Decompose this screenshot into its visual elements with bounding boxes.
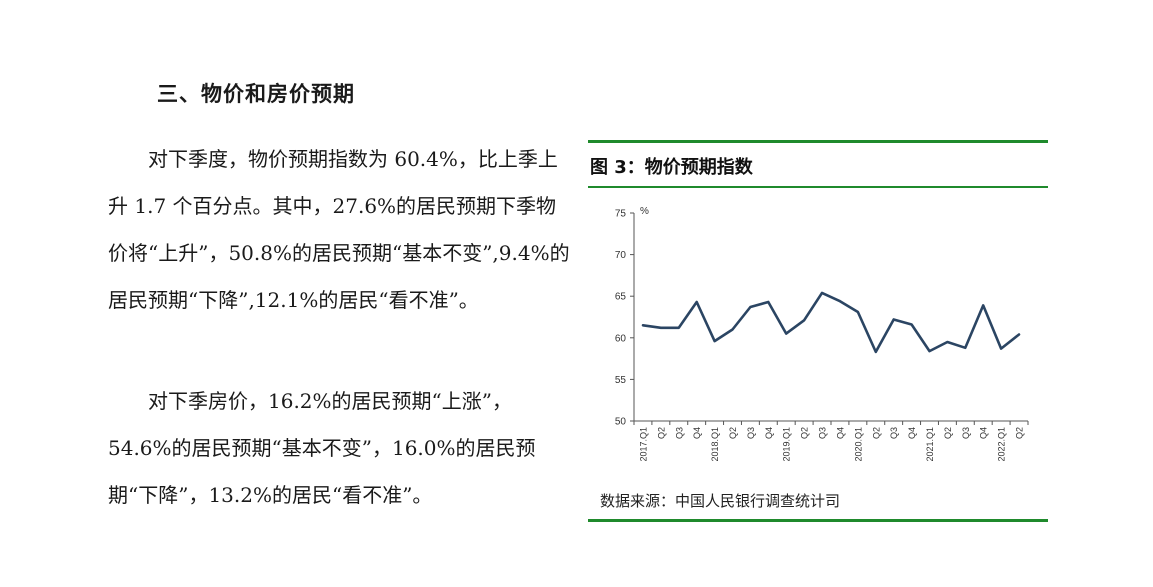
paragraph-text: 对下季度，物价预期指数为 60.4%，比上季上升 1.7 个百分点。其中，27.… (108, 147, 570, 312)
figure-source: 数据来源：中国人民银行调查统计司 (600, 492, 841, 510)
x-tick-label: Q3 (889, 427, 899, 439)
x-tick-label: 2022.Q1 (997, 427, 1007, 462)
x-tick-label: 2021.Q1 (925, 427, 935, 462)
x-tick-label: 2020.Q1 (853, 427, 863, 462)
paragraph-price-expectation: 对下季度，物价预期指数为 60.4%，比上季上升 1.7 个百分点。其中，27.… (108, 136, 570, 324)
x-tick-label: Q4 (764, 427, 774, 439)
x-tick-label: Q2 (800, 427, 810, 439)
x-tick-label: Q2 (943, 427, 953, 439)
x-tick-label: Q4 (692, 427, 702, 439)
paragraph-house-price-expectation: 对下季房价，16.2%的居民预期“上涨”，54.6%的居民预期“基本不变”，16… (108, 378, 570, 519)
figure-price-expectation-index: 图 3：物价预期指数 50 55 60 65 70 75% 2017.Q1 Q2 Q3 Q4 201… (588, 140, 1048, 522)
x-tick-label: Q4 (907, 427, 917, 439)
x-tick-label: 2018.Q1 (710, 427, 720, 462)
paragraph-text: 对下季房价，16.2%的居民预期“上涨”，54.6%的居民预期“基本不变”，16… (108, 389, 536, 507)
figure-title: 图 3：物价预期指数 (590, 157, 753, 178)
x-tick-label: Q2 (728, 427, 738, 439)
section-heading: 三、物价和房价预期 (157, 82, 355, 106)
series-line (641, 291, 1021, 354)
x-tick-label: 2017.Q1 (638, 427, 648, 462)
y-tick-label: 75 (615, 209, 627, 220)
y-tick-label: 50 (615, 417, 627, 428)
x-tick-label: 2019.Q1 (782, 427, 792, 462)
x-tick-label: Q2 (871, 427, 881, 439)
x-tick-label: Q3 (961, 427, 971, 439)
x-tick-label: Q4 (979, 427, 989, 439)
y-axis-unit-label: % (640, 206, 649, 217)
x-tick-label: Q2 (1015, 427, 1025, 439)
y-tick-label: 70 (615, 250, 627, 261)
y-tick-label: 65 (615, 292, 627, 303)
y-tick-label: 55 (615, 375, 627, 386)
figure-title-rule (588, 186, 1048, 188)
x-tick-label: Q3 (818, 427, 828, 439)
x-tick-label: Q3 (746, 427, 756, 439)
line-chart: 50 55 60 65 70 75 % 2017.Q1 Q2 Q3 Q4 2018.Q1 Q2 Q3 Q4 2… (615, 206, 1029, 462)
x-tick-label: Q4 (835, 427, 845, 439)
figure-bottom-rule (588, 519, 1048, 522)
x-tick-label: Q3 (674, 427, 684, 439)
x-tick-label: Q2 (656, 427, 666, 439)
y-tick-label: 60 (615, 333, 627, 344)
figure-top-rule (588, 140, 1048, 143)
